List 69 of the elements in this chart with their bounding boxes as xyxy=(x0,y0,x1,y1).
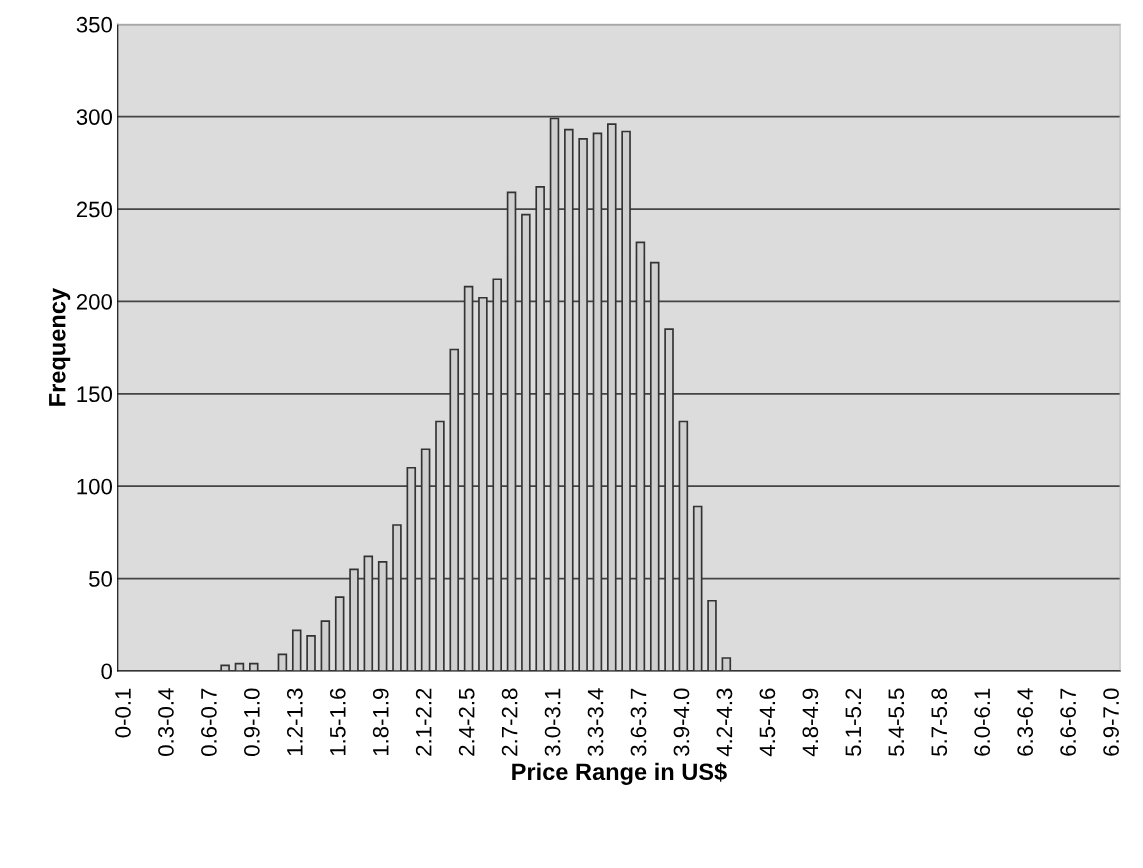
bar xyxy=(721,657,732,671)
x-tick-label: 0.6-0.7 xyxy=(201,688,217,756)
bar xyxy=(521,213,531,671)
x-tick-label: 2.4-2.5 xyxy=(458,688,475,756)
x-tick-label: 6.9-7.0 xyxy=(1103,688,1119,756)
bar xyxy=(478,296,488,671)
bar xyxy=(692,505,703,671)
x-tick-label: 2.7-2.8 xyxy=(501,688,518,756)
bar xyxy=(306,635,316,671)
bar xyxy=(406,466,417,671)
x-tick-label: 5.4-5.5 xyxy=(888,688,905,756)
x-tick-label: 3.3-3.4 xyxy=(587,688,604,756)
bar xyxy=(334,596,345,671)
x-tick-label: 4.2-4.3 xyxy=(716,688,733,757)
bar xyxy=(435,420,445,671)
bar xyxy=(291,629,302,671)
bar xyxy=(621,130,631,671)
x-tick-label: 6.0-6.1 xyxy=(974,688,991,756)
bar xyxy=(463,285,474,671)
x-tick-label: 0.9-1.0 xyxy=(244,688,260,756)
x-tick-label: 0-0.1 xyxy=(115,688,131,738)
bar xyxy=(392,524,402,671)
bar xyxy=(607,123,617,671)
x-tick-label: 1.5-1.6 xyxy=(329,688,346,756)
bar xyxy=(420,448,431,671)
bar xyxy=(578,138,588,671)
x-tick-label: 5.7-5.8 xyxy=(931,688,948,756)
y-tick-label: 150 xyxy=(77,386,112,403)
y-axis-title: Frequency xyxy=(49,288,71,406)
bar xyxy=(277,653,288,671)
bar xyxy=(220,664,230,671)
bar xyxy=(664,328,674,671)
bar xyxy=(649,261,660,671)
x-tick-label: 4.8-4.9 xyxy=(802,688,819,757)
bar xyxy=(492,278,502,671)
x-tick-label: 3.9-4.0 xyxy=(673,688,690,756)
bar xyxy=(377,561,388,671)
bar xyxy=(592,132,603,671)
x-tick-label: 1.2-1.3 xyxy=(286,688,303,756)
x-tick-label: 6.6-6.7 xyxy=(1060,688,1076,756)
bar xyxy=(506,191,517,671)
x-tick-label: 3.0-3.1 xyxy=(544,688,561,756)
bar xyxy=(707,599,717,671)
y-tick-label: 300 xyxy=(76,109,112,125)
x-tick-label: 4.5-4.6 xyxy=(759,688,776,757)
bar xyxy=(535,186,545,671)
bar xyxy=(320,620,331,671)
x-tick-label: 3.6-3.7 xyxy=(630,688,647,756)
bar xyxy=(549,117,560,671)
bar xyxy=(248,662,259,671)
bar xyxy=(234,662,245,671)
y-tick-label: 100 xyxy=(77,478,112,495)
x-tick-label: 5.1-5.2 xyxy=(845,688,862,756)
y-tick-label: 250 xyxy=(76,201,112,218)
bar xyxy=(564,128,574,671)
bar xyxy=(449,348,460,671)
bar xyxy=(678,420,689,671)
y-tick-label: 0 xyxy=(101,663,112,680)
x-tick-label: 2.1-2.2 xyxy=(415,688,432,756)
y-tick-label: 200 xyxy=(76,293,112,310)
x-tick-label: 1.8-1.9 xyxy=(372,688,389,756)
x-tick-label: 0.3-0.4 xyxy=(158,688,174,756)
bar xyxy=(635,241,646,671)
bar xyxy=(349,568,359,671)
x-tick-label: 6.3-6.4 xyxy=(1017,688,1034,756)
bar xyxy=(363,555,374,671)
x-axis-title: Price Range in US$ xyxy=(512,762,727,785)
y-tick-label: 50 xyxy=(89,571,112,587)
y-tick-label: 350 xyxy=(76,16,112,33)
